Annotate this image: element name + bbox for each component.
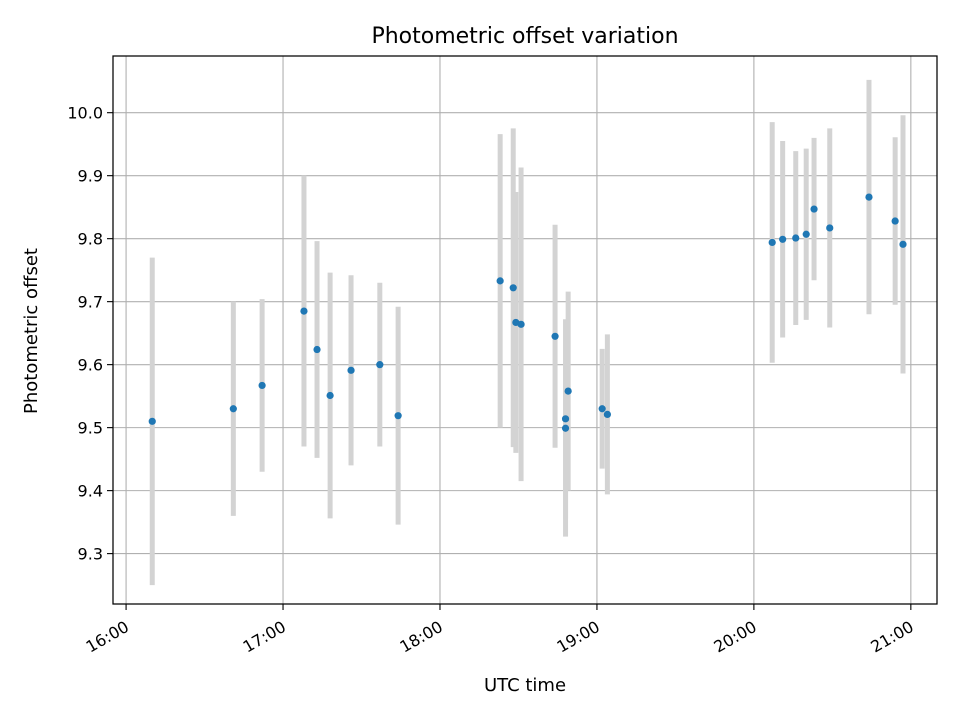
- y-tick-label: 9.6: [78, 356, 103, 375]
- y-tick-label: 9.4: [78, 482, 103, 501]
- data-point: [517, 320, 525, 328]
- data-point: [810, 205, 818, 213]
- y-tick-label: 9.8: [78, 230, 103, 249]
- data-point: [229, 405, 237, 413]
- data-point: [899, 240, 907, 248]
- data-point: [891, 217, 899, 225]
- data-point: [326, 391, 334, 400]
- data-point: [394, 412, 402, 420]
- y-axis-ticks: 9.3 9.4 9.5 9.6 9.7 9.8 9.9 10.0: [67, 104, 113, 564]
- data-point: [768, 238, 776, 247]
- y-tick-label: 9.7: [78, 293, 103, 312]
- data-point: [598, 405, 606, 413]
- data-point: [792, 234, 800, 242]
- y-tick-label: 9.3: [78, 545, 103, 564]
- y-tick-label: 10.0: [67, 104, 103, 123]
- data-point: [347, 366, 355, 374]
- data-point: [779, 235, 787, 243]
- data-point: [802, 230, 810, 238]
- y-tick-label: 9.5: [78, 419, 103, 438]
- data-points: [148, 193, 907, 432]
- data-point: [376, 361, 384, 369]
- data-point: [561, 415, 570, 423]
- data-point: [865, 193, 873, 201]
- data-point: [826, 224, 834, 232]
- y-tick-label: 9.9: [78, 167, 103, 186]
- data-point: [603, 410, 612, 419]
- grid: [113, 56, 937, 604]
- chart-title: Photometric offset variation: [371, 24, 678, 49]
- data-point: [496, 277, 504, 285]
- data-point: [564, 387, 572, 395]
- data-point: [509, 284, 517, 292]
- data-point: [561, 424, 570, 432]
- data-point: [313, 345, 321, 354]
- data-point: [300, 307, 308, 315]
- data-point: [258, 381, 266, 390]
- plot-frame: [112, 55, 938, 605]
- data-point: [551, 332, 559, 340]
- data-point: [148, 417, 156, 425]
- y-axis-title: Photometric offset: [21, 248, 42, 414]
- x-axis-title: UTC time: [484, 675, 566, 696]
